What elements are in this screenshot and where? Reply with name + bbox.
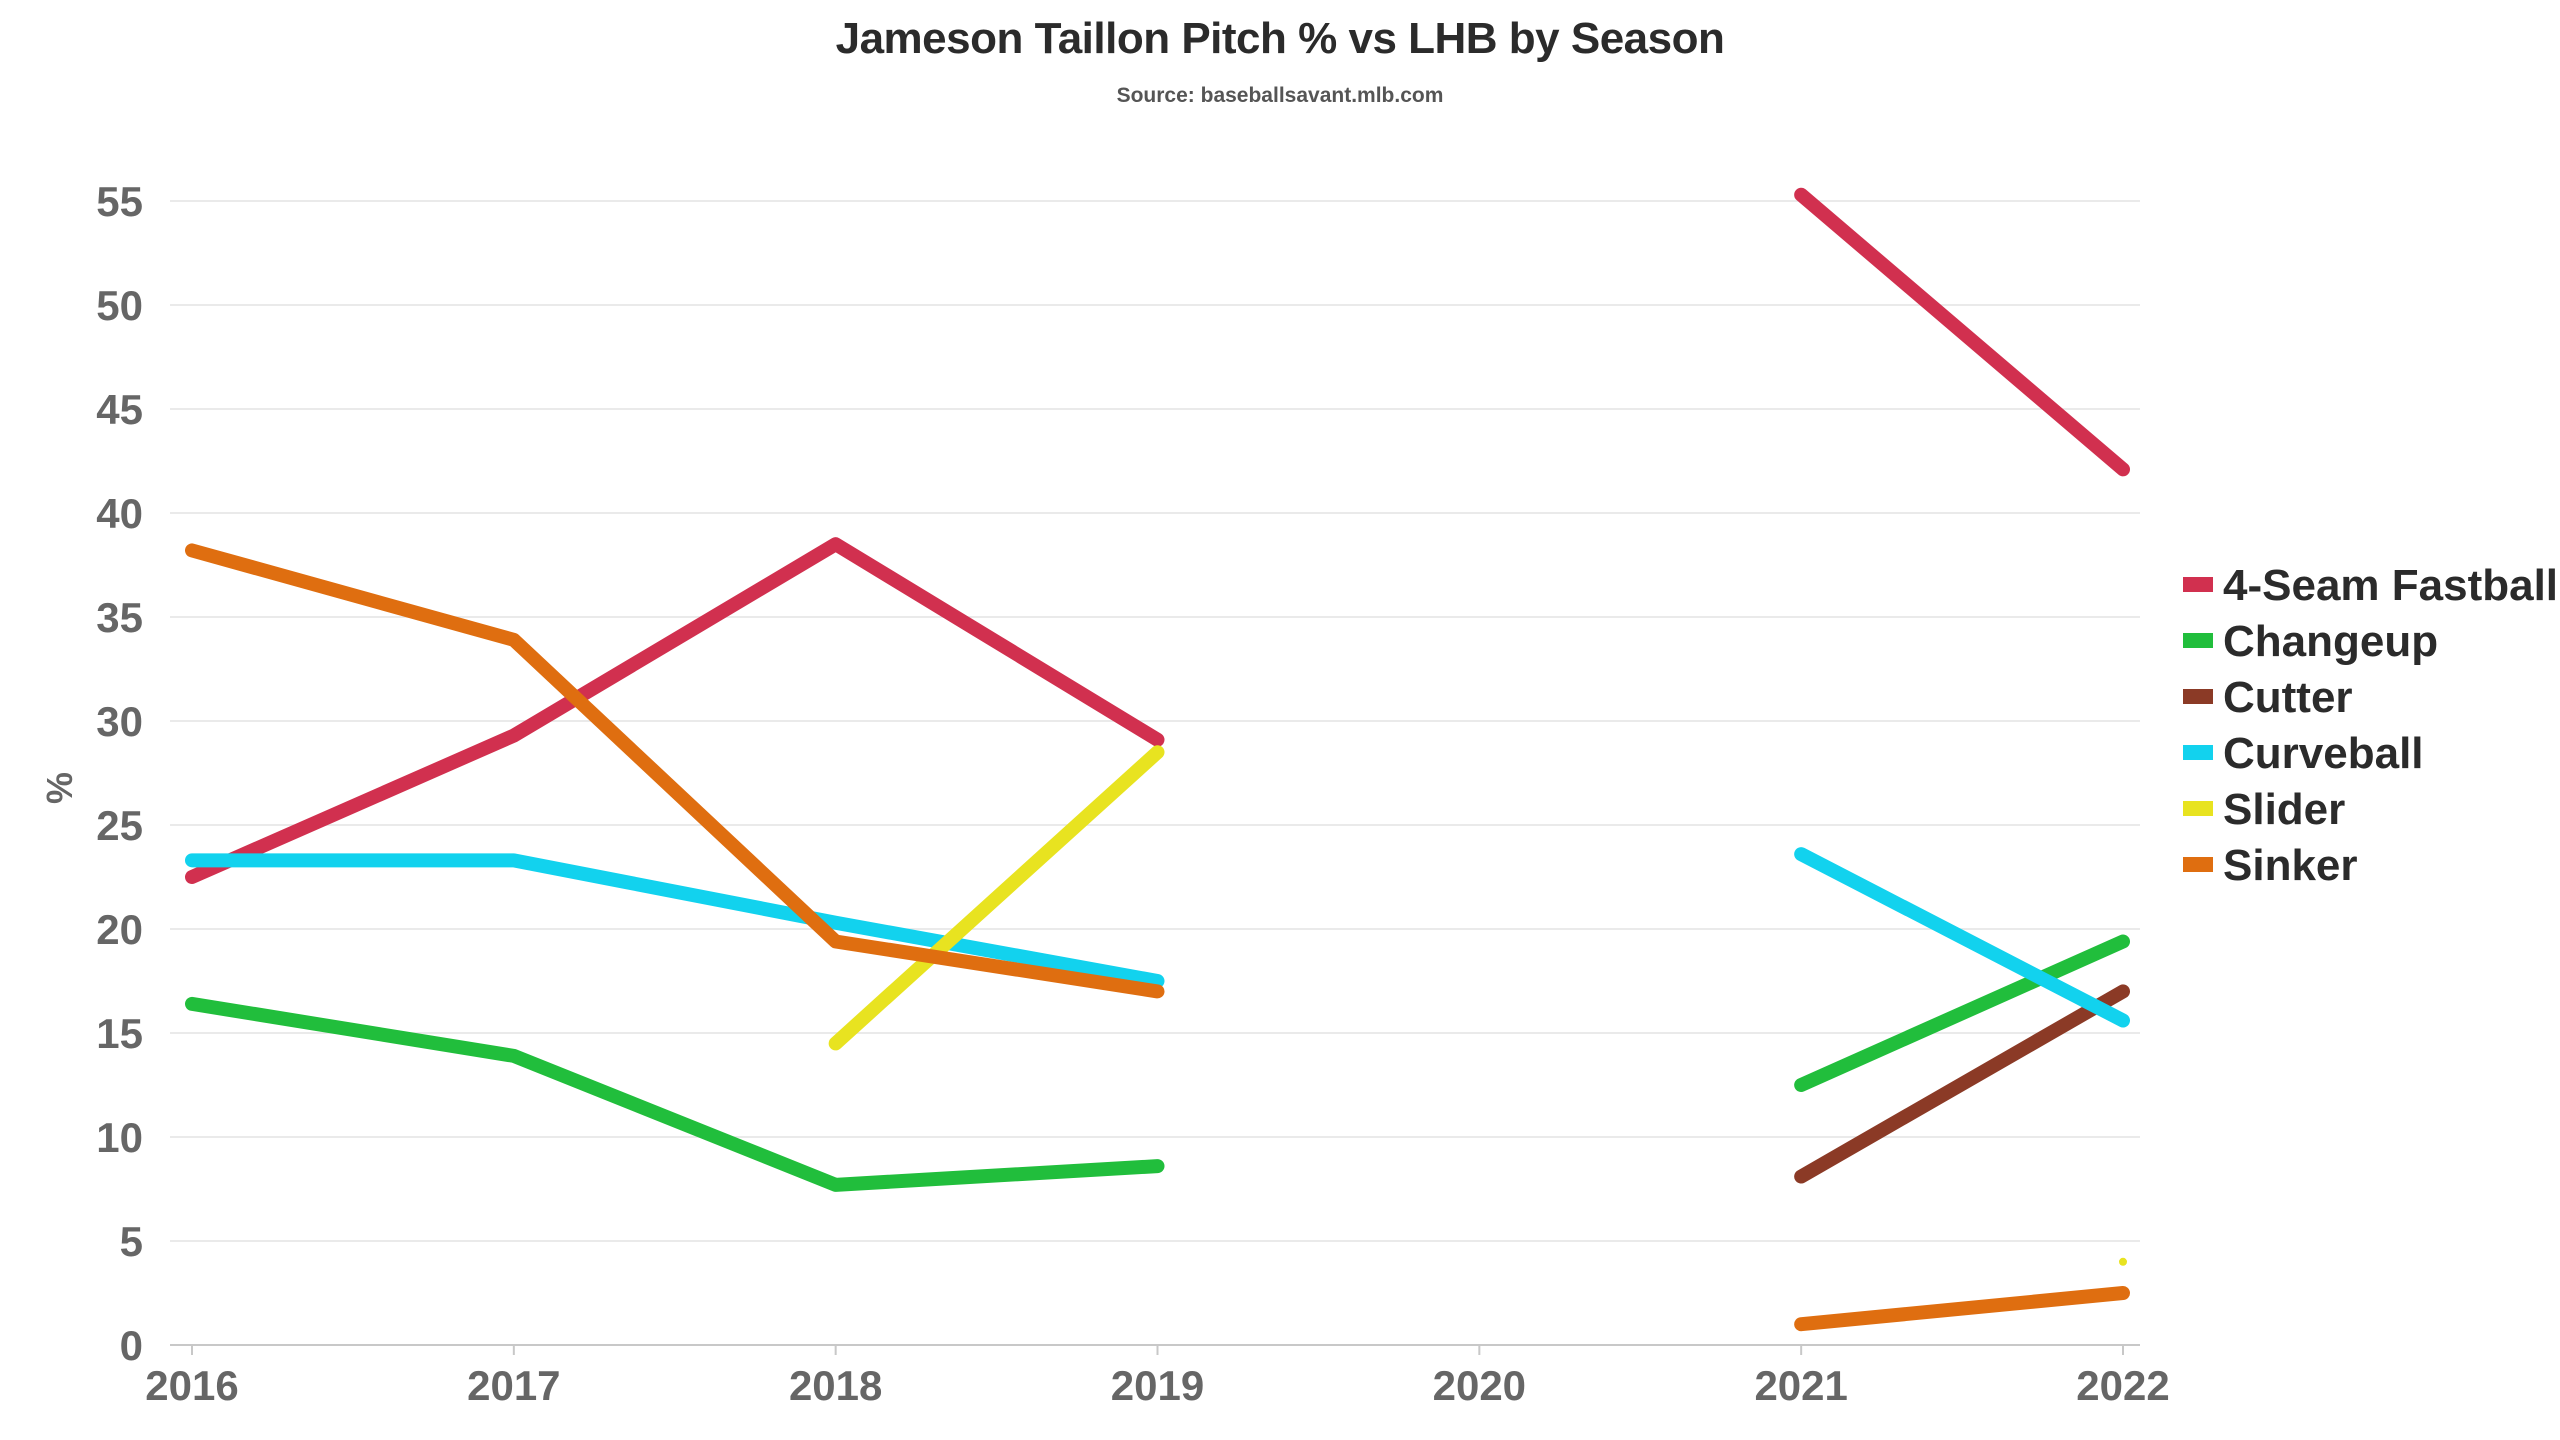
x-tick-label: 2016 (145, 1362, 238, 1409)
series-lines (185, 187, 2130, 1332)
x-tick-label: 2021 (1754, 1362, 1847, 1409)
series-slider (828, 745, 2127, 1266)
series-line (1794, 847, 2130, 1028)
series-line (185, 537, 1165, 884)
series-curveball (185, 847, 2130, 1028)
x-tick-label: 2020 (1433, 1362, 1526, 1409)
series-line (185, 996, 1165, 1192)
y-tick-label: 25 (96, 802, 143, 849)
data-point (2119, 1257, 2127, 1266)
legend-swatch (2183, 689, 2213, 704)
y-tick-label: 45 (96, 386, 143, 433)
legend-item: Sinker (2183, 841, 2358, 890)
legend-item: 4-Seam Fastball (2183, 561, 2558, 610)
x-tick-label: 2018 (789, 1362, 882, 1409)
series-line (1794, 187, 2130, 477)
series-line (1794, 984, 2130, 1184)
legend-label: Sinker (2223, 841, 2358, 890)
y-tick-label: 20 (96, 906, 143, 953)
legend-label: Curveball (2223, 729, 2424, 778)
y-tick-label: 40 (96, 490, 143, 537)
legend-item: Curveball (2183, 729, 2424, 778)
y-axis-label: % (39, 772, 80, 804)
legend-label: Changeup (2223, 617, 2438, 666)
axes: 0 5 10 15 20 25 30 35 40 45 50 55 2016 2017 2018 2019 20… (39, 178, 2170, 1409)
y-tick-label: 55 (96, 178, 143, 225)
series-changeup (185, 934, 2130, 1192)
y-tick-label: 5 (120, 1218, 143, 1265)
y-tick-label: 30 (96, 698, 143, 745)
legend-swatch (2183, 857, 2213, 872)
series-cutter (1794, 984, 2130, 1184)
y-tick-label: 10 (96, 1114, 143, 1161)
legend: 4-Seam Fastball Changeup Cutter Curveball Sl… (2183, 561, 2558, 890)
chart-subtitle: Source: baseballsavant.mlb.com (1116, 84, 1444, 107)
y-tick-label: 0 (120, 1322, 143, 1369)
legend-item: Slider (2183, 785, 2345, 834)
legend-swatch (2183, 801, 2213, 816)
y-tick-label: 50 (96, 282, 143, 329)
legend-label: Cutter (2223, 673, 2353, 722)
series-4-seam-fastball (185, 187, 2130, 884)
series-line (1794, 934, 2130, 1092)
grid-lines (170, 200, 2140, 1346)
chart-title: Jameson Taillon Pitch % vs LHB by Season (835, 14, 1725, 63)
y-tick-label: 35 (96, 594, 143, 641)
series-line (185, 853, 1165, 988)
x-tick-label: 2022 (2076, 1362, 2169, 1409)
series-line (1794, 1286, 2130, 1332)
legend-item: Cutter (2183, 673, 2353, 722)
x-tick-label: 2017 (467, 1362, 560, 1409)
legend-label: Slider (2223, 785, 2345, 834)
legend-label: 4-Seam Fastball (2223, 561, 2558, 610)
y-tick-label: 15 (96, 1010, 143, 1057)
x-tick-label: 2019 (1111, 1362, 1204, 1409)
series-sinker (185, 543, 2130, 1332)
legend-item: Changeup (2183, 617, 2438, 666)
series-line (185, 543, 1165, 999)
series-line (828, 745, 1165, 1051)
legend-swatch (2183, 633, 2213, 648)
legend-swatch (2183, 577, 2213, 592)
legend-swatch (2183, 745, 2213, 760)
